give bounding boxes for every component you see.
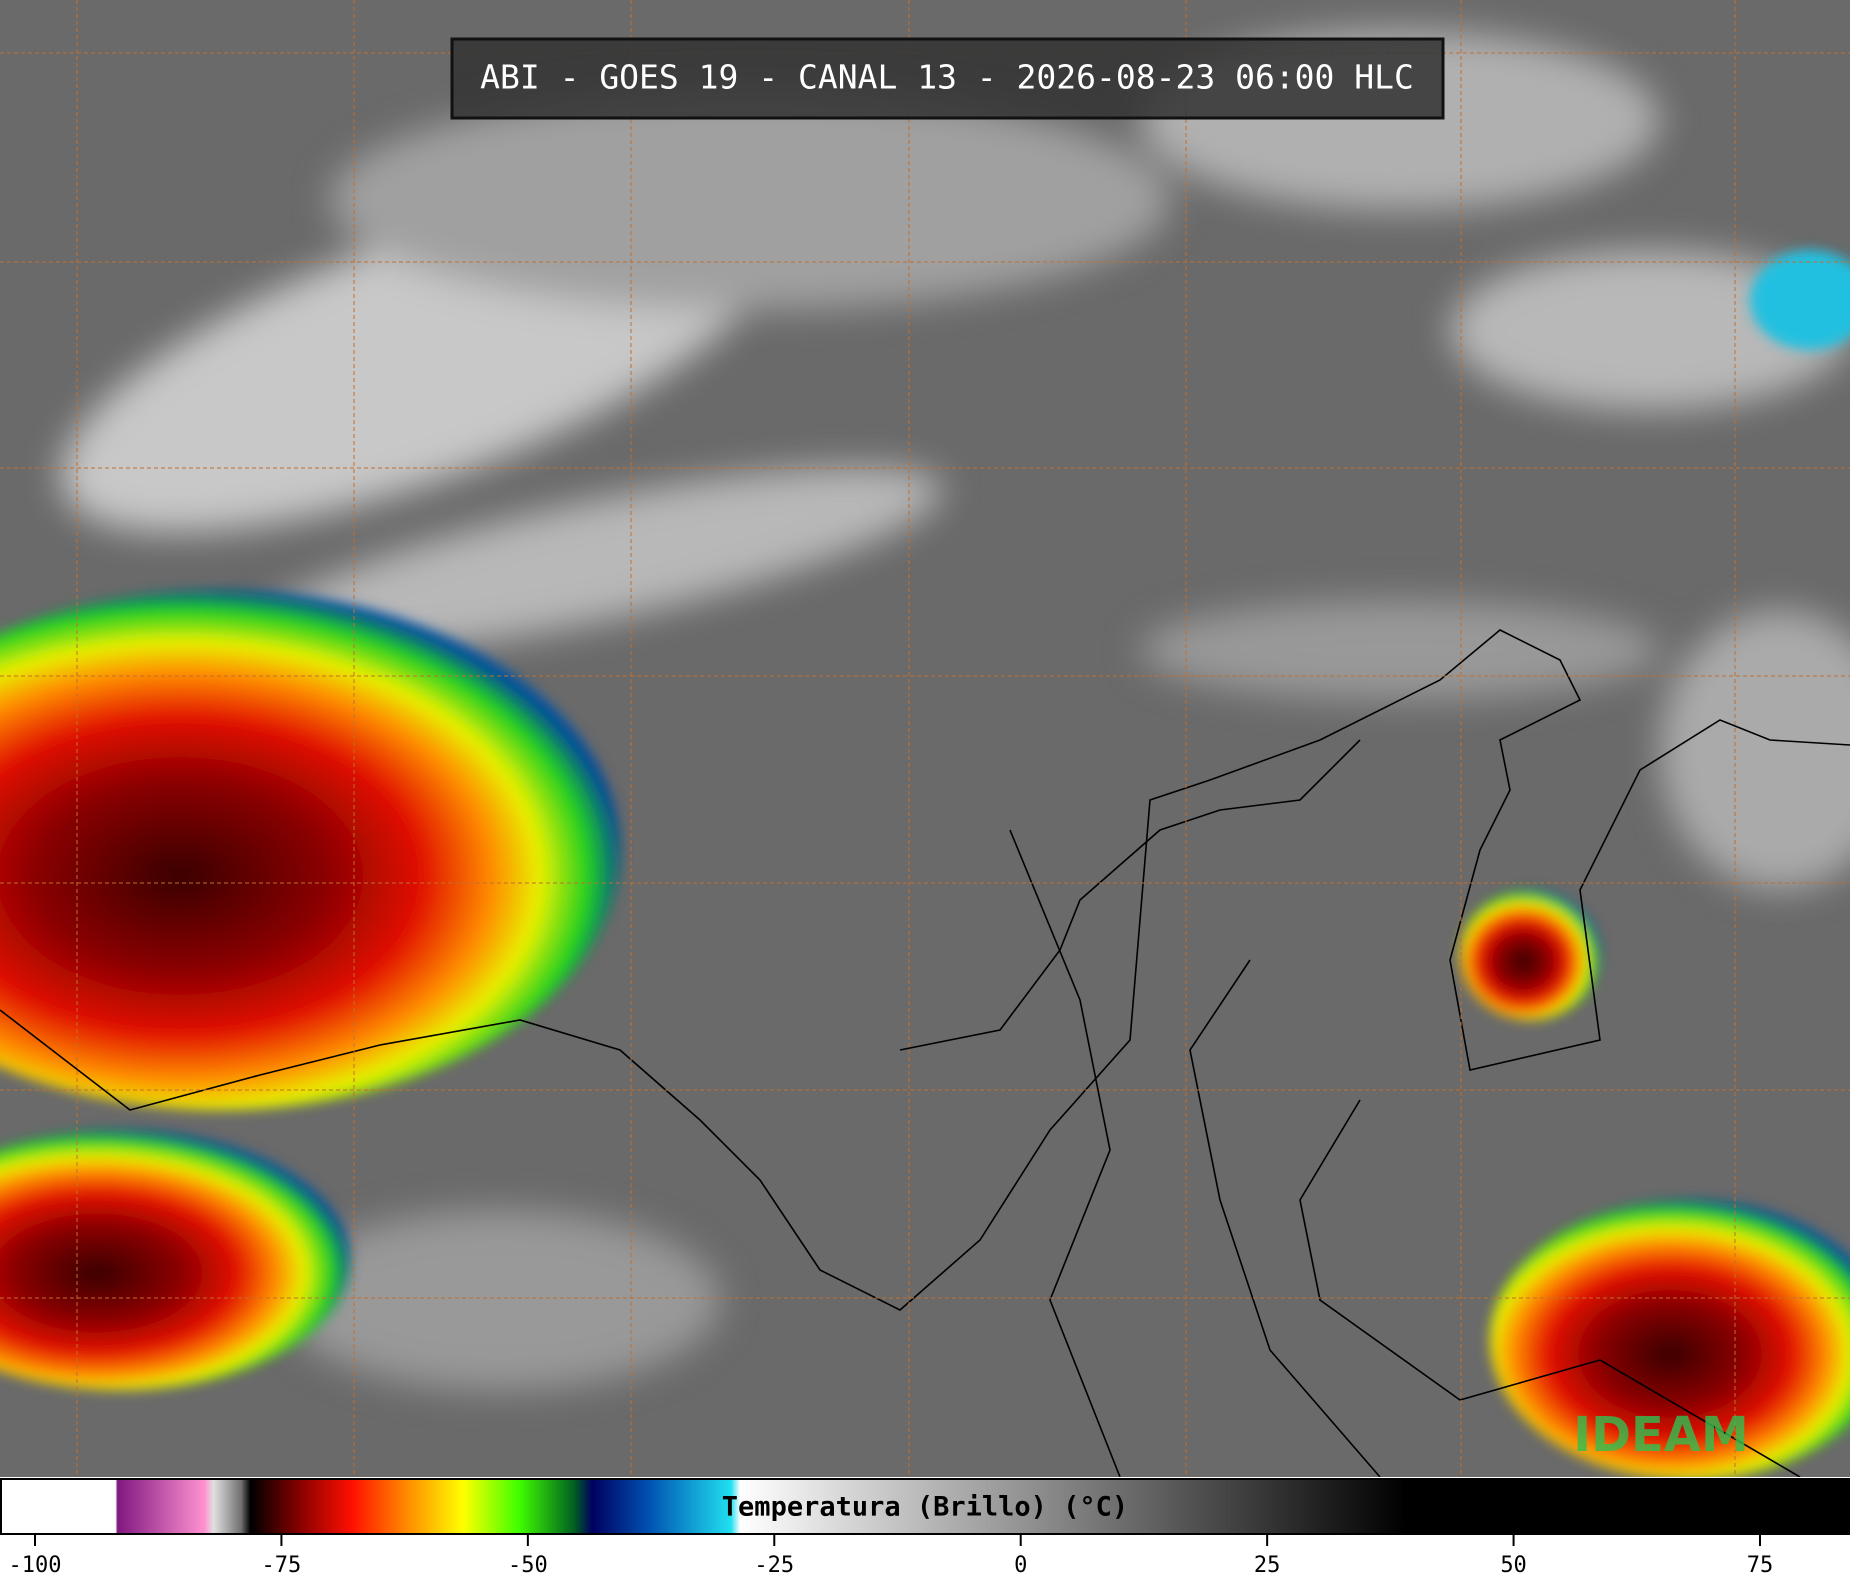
tick-label: 0 <box>1014 1553 1027 1577</box>
colorbar-label: Temperatura (Brillo) (°C) <box>722 1492 1128 1523</box>
tick-label: -100 <box>9 1553 62 1577</box>
tick-label: -50 <box>508 1553 548 1577</box>
logo: IDEAM <box>1573 1407 1748 1463</box>
title: ABI - GOES 19 - CANAL 13 - 2026-08-23 06… <box>480 58 1414 97</box>
tick-label: 25 <box>1254 1553 1281 1577</box>
tick-label: -75 <box>262 1553 302 1577</box>
title-box <box>450 37 1445 120</box>
convective-storms <box>0 250 1850 1480</box>
tick-label: -25 <box>754 1553 794 1577</box>
clouds <box>60 30 1850 1390</box>
coastlines <box>0 629 1850 1478</box>
colorbar-ticks: -100 -75 -50 -25 0 25 50 75 <box>9 1534 1774 1577</box>
tick-label: 50 <box>1500 1553 1527 1577</box>
colorbar <box>0 1478 1850 1535</box>
tick-label: 75 <box>1747 1553 1774 1577</box>
